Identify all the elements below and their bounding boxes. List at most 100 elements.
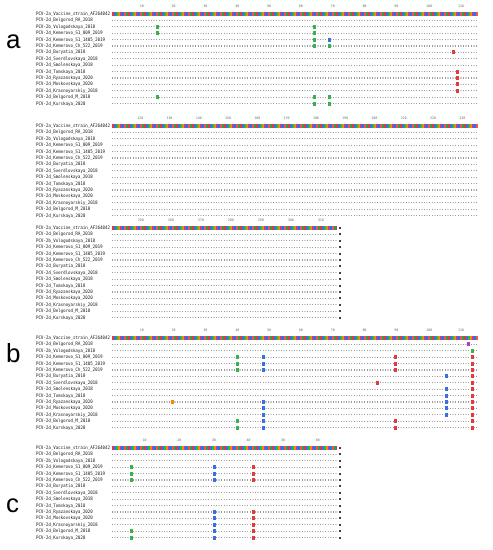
identity-dots bbox=[112, 284, 337, 287]
stop-marker bbox=[339, 523, 341, 526]
sequence-name: PCV-2d_Sverdlovskaya_2018 bbox=[36, 269, 98, 275]
consensus-dots bbox=[112, 95, 478, 100]
sequence-name: PCV-2d_Ryazanskaya_2020 bbox=[36, 75, 93, 80]
sequence-name: PCV-2b_Vologodskaya_2018 bbox=[36, 347, 96, 353]
ruler-tick-label: 130 bbox=[166, 116, 173, 120]
alignment-row: PCV-2d_Kemerovo_S1_809_2019 bbox=[36, 30, 486, 36]
sequence-name: PCV-2d_Kurskaya_2020 bbox=[36, 100, 86, 106]
substitution-mark bbox=[470, 412, 474, 417]
sequence-name: PCV-2d_Kemerovo_Ch_522_2019 bbox=[36, 155, 103, 160]
substitution-mark bbox=[251, 478, 255, 482]
substitution-mark bbox=[470, 361, 474, 366]
stop-marker bbox=[339, 316, 341, 319]
substitution-mark bbox=[155, 95, 159, 100]
stop-marker bbox=[339, 239, 341, 242]
ruler-tick-label: 280 bbox=[228, 218, 234, 222]
ruler-tick-label: 120 bbox=[137, 116, 144, 120]
consensus-dots bbox=[112, 188, 478, 192]
substitution-mark bbox=[313, 44, 317, 48]
alignment-row: PCV-2d_Sverdlovskaya_2018 bbox=[36, 490, 486, 496]
identity-dots bbox=[112, 19, 478, 21]
substitution-mark bbox=[445, 412, 449, 417]
alignment-row: PCV-2d_Sverdlovskaya_2018 bbox=[36, 168, 486, 174]
substitution-mark bbox=[313, 95, 317, 100]
identity-dots bbox=[112, 504, 337, 507]
consensus-dots bbox=[112, 137, 478, 141]
sequence-name: PCV-2d_Ryazanskaya_2020 bbox=[36, 509, 93, 514]
alignment-row: PCV-2d_Moskovskaya_2020 bbox=[36, 405, 486, 411]
ruler-tick-label: 270 bbox=[198, 218, 204, 222]
substitution-mark bbox=[236, 419, 240, 424]
sequence-name: PCV-2d_Smolenskaya_2018 bbox=[36, 62, 93, 68]
identity-dots bbox=[112, 26, 478, 28]
ruler-tick-label: 70 bbox=[330, 4, 335, 8]
substitution-mark bbox=[470, 387, 474, 392]
stop-marker bbox=[339, 491, 341, 494]
ruler-tick-label: 30 bbox=[203, 328, 208, 332]
identity-dots bbox=[112, 265, 337, 267]
identity-dots bbox=[112, 304, 337, 306]
ruler-tick-label: 110 bbox=[458, 328, 464, 332]
consensus-dots bbox=[112, 284, 341, 288]
residue-colors bbox=[112, 336, 478, 340]
stop-marker bbox=[339, 259, 341, 261]
alignment-row: PCV-2d_Belgorod_M_2018 bbox=[36, 528, 486, 534]
substitution-mark bbox=[236, 425, 240, 430]
substitution-mark bbox=[130, 465, 133, 470]
substitution-mark bbox=[130, 471, 133, 476]
position-ruler: 10 20 30 40 50 60 bbox=[36, 438, 486, 444]
sequence-name: PCV-2d_Kemerovo_S1_809_2019 bbox=[36, 142, 103, 148]
substitution-mark bbox=[393, 355, 397, 360]
identity-dots bbox=[112, 524, 337, 526]
identity-dots bbox=[112, 176, 478, 178]
consensus-dots bbox=[112, 232, 341, 236]
consensus-dots bbox=[112, 303, 341, 307]
consensus-dots bbox=[112, 88, 478, 93]
stop-marker bbox=[339, 479, 341, 481]
identity-dots bbox=[112, 58, 478, 60]
alignment-row: PCV-2d_Kemerovo_S1_1405_2019 bbox=[36, 361, 486, 367]
substitution-mark bbox=[251, 516, 255, 521]
identity-dots bbox=[112, 64, 478, 66]
ruler-tick-label: 10 bbox=[139, 328, 144, 332]
identity-dots bbox=[112, 369, 478, 371]
ruler-tick-label: 220 bbox=[430, 116, 436, 120]
identity-dots bbox=[112, 182, 478, 185]
alignment-row: PCV-2a_Vaccine_strain_AF264042 bbox=[36, 123, 486, 129]
identity-dots bbox=[112, 426, 478, 429]
consensus-dots bbox=[112, 24, 478, 29]
substitution-mark bbox=[213, 535, 217, 540]
alignment-row: PCV-2d_Moskovskaya_2020 bbox=[36, 295, 486, 301]
consensus-dots bbox=[112, 380, 478, 385]
identity-dots bbox=[112, 45, 478, 47]
sequence-name: PCV-2d_Sverdlovskaya_2018 bbox=[36, 167, 98, 173]
substitution-mark bbox=[327, 95, 331, 100]
sequence-name: PCV-2d_Tomskaya_2018 bbox=[36, 282, 86, 288]
sequence-name: PCV-2d_Smolenskaya_2018 bbox=[36, 496, 93, 502]
alignment-row: PCV-2d_Buryatia_2018 bbox=[36, 161, 486, 167]
consensus-dots bbox=[112, 175, 478, 179]
reference-sequence bbox=[112, 446, 341, 450]
consensus-dots bbox=[112, 522, 341, 527]
identity-dots bbox=[112, 32, 478, 34]
position-ruler: 10 20 30 40 50 60 70 80 90 100 110 bbox=[36, 4, 486, 10]
identity-dots bbox=[112, 492, 337, 494]
alignment-row: PCV-2d_Kemerovo_S1_809_2019 bbox=[36, 142, 486, 148]
alignment-row: PCV-2d_Kurskaya_2020 bbox=[36, 535, 486, 541]
sequence-name: PCV-2d_Belgorod_M_2018 bbox=[36, 528, 91, 534]
substitution-mark bbox=[470, 419, 474, 424]
consensus-dots bbox=[112, 290, 341, 294]
consensus-dots bbox=[112, 348, 478, 353]
substitution-mark bbox=[213, 529, 217, 534]
consensus-dots bbox=[112, 387, 478, 392]
sequence-name: PCV-2d_Tomskaya_2018 bbox=[36, 392, 86, 398]
identity-dots bbox=[112, 343, 478, 345]
substitution-mark bbox=[467, 342, 471, 347]
sequence-name: PCV-2d_Moskovskaya_2020 bbox=[36, 295, 93, 301]
identity-dots bbox=[112, 233, 337, 235]
consensus-dots bbox=[112, 471, 341, 476]
alignment-row: PCV-2d_Krasnoyarskiy_2018 bbox=[36, 522, 486, 528]
ruler-tick-label: 60 bbox=[298, 328, 303, 332]
identity-dots bbox=[112, 453, 337, 455]
identity-dots bbox=[112, 350, 478, 352]
